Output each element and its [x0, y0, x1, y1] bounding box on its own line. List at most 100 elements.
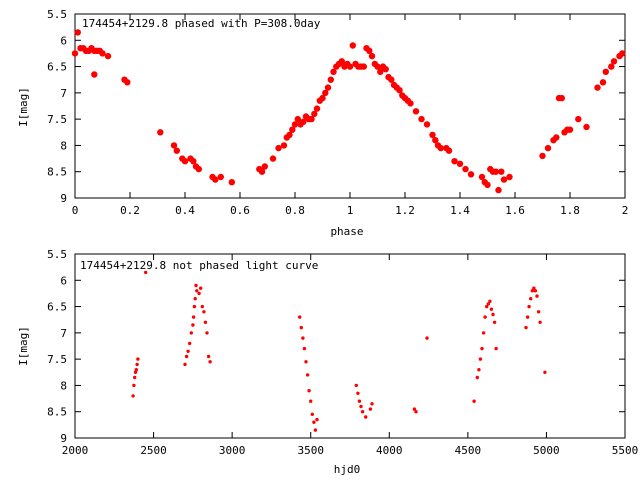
data-point — [186, 349, 190, 353]
data-point — [315, 417, 319, 422]
x-tick-label: 0.2 — [120, 204, 140, 217]
data-point — [524, 325, 528, 330]
data-point — [346, 63, 354, 70]
data-point — [544, 144, 552, 152]
data-point — [425, 336, 429, 340]
data-point — [480, 346, 484, 351]
data-point — [124, 79, 131, 86]
data-point — [300, 118, 307, 126]
x-tick-label: 0.8 — [285, 204, 305, 217]
data-point — [491, 312, 495, 317]
y-tick-label: 8 — [60, 379, 67, 392]
data-point — [481, 331, 486, 335]
data-point — [619, 50, 626, 57]
data-point — [412, 407, 417, 411]
data-point — [407, 100, 414, 107]
data-point — [133, 370, 138, 374]
data-point — [483, 315, 487, 319]
y-tick-label: 7 — [60, 87, 67, 100]
data-point — [529, 297, 533, 301]
data-point — [530, 289, 534, 293]
x-tick-label: 2500 — [140, 444, 167, 457]
data-point — [299, 325, 303, 330]
data-point — [566, 126, 574, 133]
data-point — [212, 176, 219, 183]
data-point — [533, 289, 538, 293]
data-point — [200, 304, 204, 309]
data-point — [543, 370, 547, 374]
data-point — [183, 362, 187, 367]
y-axis-title-top: I[mag] — [17, 87, 30, 127]
data-point — [599, 79, 607, 86]
x-tick-label: 1.6 — [505, 204, 525, 217]
x-tick-label: 5000 — [533, 444, 560, 457]
raw-light-curve-panel: 174454+2129.8 not phased light curve hjd… — [17, 248, 638, 476]
data-point — [500, 176, 508, 183]
data-point — [388, 76, 395, 83]
x-tick-label: 2000 — [62, 444, 89, 457]
data-point — [467, 171, 475, 178]
data-point — [133, 375, 137, 380]
data-point — [206, 354, 211, 359]
data-point — [302, 346, 307, 351]
data-point — [354, 383, 358, 388]
data-point — [309, 399, 313, 403]
data-point — [291, 121, 299, 128]
y-tick-label: 6.5 — [47, 61, 67, 74]
data-point — [322, 89, 329, 97]
data-point — [494, 346, 498, 351]
x-axis-title-top: phase — [330, 225, 363, 238]
data-point — [184, 354, 189, 359]
data-point — [495, 186, 502, 194]
y-tick-label: 7 — [60, 327, 67, 340]
data-point — [368, 52, 376, 60]
data-point — [602, 68, 609, 76]
data-point — [304, 360, 308, 364]
data-point — [74, 29, 82, 36]
data-point — [538, 320, 542, 324]
data-point — [359, 404, 363, 409]
data-point — [364, 415, 368, 419]
data-point — [307, 389, 311, 393]
y-tick-label: 8.5 — [47, 406, 67, 419]
x-tick-label: 4000 — [376, 444, 403, 457]
data-point — [197, 291, 201, 296]
data-point — [486, 302, 490, 306]
y-tick-label: 6 — [60, 34, 67, 47]
data-point — [136, 357, 140, 361]
data-point — [173, 147, 180, 154]
data-point — [170, 142, 178, 149]
data-point — [192, 304, 197, 309]
data-point — [485, 304, 489, 309]
data-point — [506, 173, 513, 181]
data-point — [484, 181, 491, 189]
y-axis-title-bottom: I[mag] — [17, 326, 30, 366]
data-point — [356, 391, 360, 395]
data-point — [423, 121, 431, 128]
data-point — [298, 315, 302, 319]
y-tick-label: 6 — [60, 274, 67, 287]
x-axis-title-bottom: hjd0 — [334, 463, 361, 476]
data-point — [258, 168, 266, 175]
x-tick-label: 3500 — [297, 444, 324, 457]
data-point — [294, 115, 301, 123]
data-point — [527, 304, 531, 309]
data-point — [191, 323, 195, 327]
ticks-top: 0 0.2 0.4 0.6 0.8 1 1.2 1.4 1.6 1.8 2 5.5 6 6.5 7 7.5 8 8… — [47, 8, 628, 217]
data-point — [535, 294, 539, 298]
data-point — [228, 179, 235, 186]
x-tick-label: 2 — [622, 204, 629, 217]
plot-frame-bottom — [74, 253, 626, 439]
data-point — [311, 110, 318, 118]
data-point — [131, 394, 135, 398]
data-point — [312, 420, 316, 424]
data-point — [414, 410, 418, 414]
data-point — [310, 412, 314, 416]
data-point — [132, 383, 136, 388]
data-point — [289, 126, 296, 133]
data-point — [360, 63, 367, 70]
chart-title-top: 174454+2129.8 phased with P=308.0day — [82, 17, 321, 30]
data-point — [313, 428, 318, 432]
data-point — [445, 147, 453, 154]
data-point — [135, 362, 139, 367]
